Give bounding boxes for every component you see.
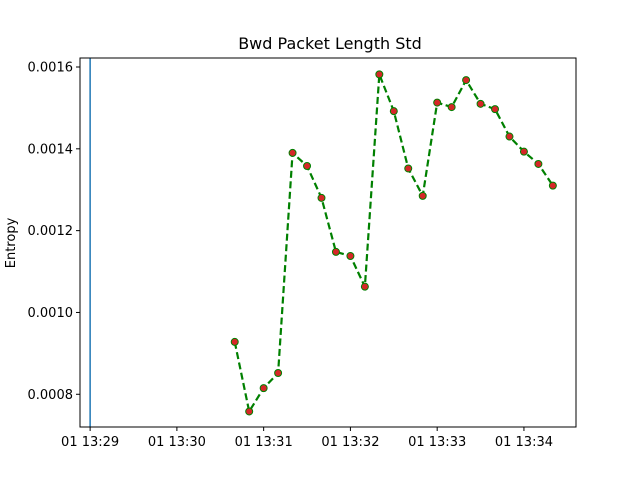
x-axis: 01 13:29 01 13:30 01 13:31 01 13:32 01 13:33… [61, 427, 553, 450]
data-point [288, 148, 297, 157]
data-point [274, 369, 283, 377]
chart-title: Bwd Packet Length Std [238, 34, 422, 53]
data-point [447, 103, 456, 112]
y-tick-label: 0.0008 [28, 388, 74, 403]
data-point [259, 384, 268, 393]
y-axis: 0.0008 0.0010 0.0012 0.0014 0.0016 [28, 61, 80, 403]
data-point [491, 105, 500, 114]
y-tick-label: 0.0012 [28, 224, 74, 239]
data-point [418, 191, 427, 200]
data-point [462, 76, 471, 85]
x-tick-label: 01 13:30 [148, 435, 206, 450]
data-point [476, 99, 485, 108]
x-tick-label: 01 13:32 [321, 435, 379, 450]
x-tick-label: 01 13:31 [235, 435, 293, 450]
data-point [519, 147, 528, 156]
x-tick-label: 01 13:34 [495, 435, 553, 450]
data-point [548, 181, 557, 190]
y-tick-label: 0.0016 [28, 61, 74, 76]
data-point [346, 252, 355, 260]
data-point [389, 107, 398, 116]
x-tick-label: 01 13:29 [61, 435, 119, 450]
y-tick-label: 0.0010 [28, 306, 74, 321]
data-point [230, 337, 239, 346]
plot-area [89, 58, 557, 427]
data-point [317, 193, 326, 202]
data-point [433, 98, 442, 107]
x-tick-label: 01 13:33 [408, 435, 466, 450]
y-axis-label: Entropy [4, 217, 19, 268]
data-point [505, 132, 514, 141]
y-tick-label: 0.0014 [28, 142, 74, 157]
series-line-0 [233, 73, 554, 415]
data-point [404, 164, 413, 173]
data-point [534, 159, 543, 168]
data-point [331, 247, 340, 256]
data-point [375, 70, 384, 79]
plot-frame [79, 57, 577, 428]
data-point [245, 407, 254, 416]
data-point [303, 162, 312, 170]
data-point [360, 282, 369, 291]
